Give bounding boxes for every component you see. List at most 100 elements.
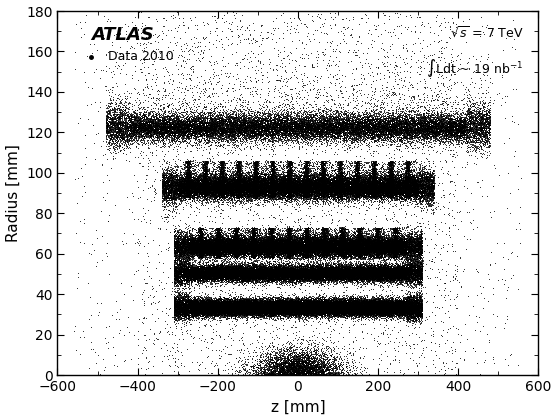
- Point: [209, 311, 218, 318]
- Point: [231, 184, 240, 191]
- Point: [370, 188, 379, 195]
- Point: [405, 131, 414, 137]
- Point: [201, 298, 209, 304]
- Point: [332, 304, 341, 310]
- Point: [357, 266, 366, 273]
- Point: [394, 270, 403, 277]
- Point: [294, 241, 302, 248]
- Point: [365, 163, 374, 169]
- Point: [331, 297, 340, 304]
- Point: [236, 245, 245, 252]
- Point: [255, 268, 263, 274]
- Point: [213, 137, 222, 144]
- Point: [416, 279, 424, 286]
- Point: [168, 125, 177, 132]
- Point: [374, 113, 383, 119]
- Point: [338, 301, 347, 308]
- Point: [404, 267, 413, 274]
- Point: [197, 247, 206, 253]
- Point: [212, 300, 221, 307]
- Point: [276, 173, 285, 180]
- Point: [247, 269, 256, 276]
- Point: [163, 183, 172, 189]
- Point: [284, 172, 292, 178]
- Point: [334, 299, 343, 306]
- Point: [330, 304, 339, 311]
- Point: [287, 241, 296, 247]
- Point: [265, 304, 274, 311]
- Point: [330, 269, 339, 276]
- Point: [203, 241, 212, 248]
- Point: [288, 361, 297, 368]
- Point: [154, 111, 163, 118]
- Point: [359, 130, 368, 137]
- Point: [310, 312, 319, 318]
- Point: [376, 307, 385, 313]
- Point: [212, 249, 221, 256]
- Point: [346, 312, 355, 318]
- Point: [364, 304, 373, 310]
- Point: [335, 249, 344, 255]
- Point: [266, 243, 275, 250]
- Point: [197, 246, 206, 253]
- Point: [434, 118, 443, 125]
- Point: [340, 273, 349, 280]
- Point: [189, 304, 198, 311]
- Point: [289, 241, 297, 247]
- Point: [216, 293, 224, 300]
- Point: [379, 242, 388, 249]
- Point: [207, 298, 216, 304]
- Point: [282, 123, 291, 130]
- Point: [263, 250, 272, 257]
- Point: [268, 262, 277, 268]
- Point: [267, 187, 276, 194]
- Point: [216, 192, 224, 199]
- Point: [341, 131, 350, 137]
- Point: [218, 252, 227, 258]
- Point: [281, 265, 290, 272]
- Point: [294, 304, 303, 310]
- Point: [479, 111, 488, 118]
- Point: [201, 170, 210, 177]
- Point: [309, 120, 318, 127]
- Point: [345, 268, 354, 275]
- Point: [402, 180, 411, 187]
- Point: [255, 250, 263, 257]
- Point: [175, 130, 184, 137]
- Point: [304, 315, 313, 321]
- Point: [172, 245, 180, 252]
- Point: [426, 121, 435, 128]
- Point: [282, 306, 291, 313]
- Point: [239, 182, 248, 189]
- Point: [130, 172, 139, 178]
- Point: [287, 167, 296, 173]
- Point: [285, 122, 294, 129]
- Point: [273, 302, 282, 309]
- Point: [179, 305, 188, 312]
- Point: [205, 299, 214, 306]
- Point: [282, 311, 291, 318]
- Point: [286, 301, 295, 307]
- Point: [247, 192, 256, 199]
- Point: [449, 111, 458, 118]
- Point: [376, 311, 385, 318]
- Point: [197, 296, 206, 303]
- Point: [215, 237, 224, 244]
- Point: [418, 182, 427, 189]
- Point: [117, 136, 126, 143]
- Point: [365, 299, 374, 306]
- Point: [324, 246, 333, 252]
- Point: [316, 365, 325, 371]
- Point: [385, 183, 394, 189]
- Point: [317, 181, 326, 188]
- Point: [195, 298, 204, 305]
- Point: [263, 245, 272, 252]
- Point: [236, 310, 245, 316]
- Point: [384, 166, 393, 173]
- Point: [353, 301, 362, 307]
- Point: [290, 234, 299, 241]
- Point: [316, 272, 325, 278]
- Point: [395, 221, 404, 228]
- Point: [185, 191, 194, 197]
- Point: [446, 129, 455, 135]
